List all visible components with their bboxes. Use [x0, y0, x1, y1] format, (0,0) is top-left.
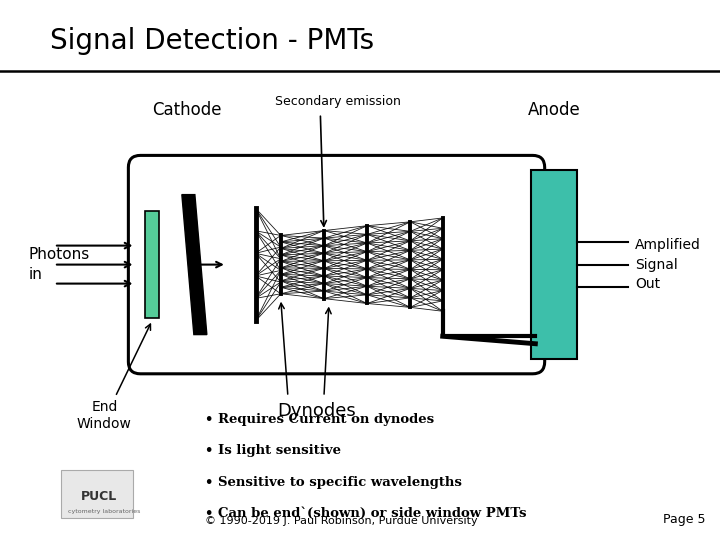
Text: • Can be end`(shown) or side window PMTs: • Can be end`(shown) or side window PMTs — [205, 507, 526, 520]
Bar — [145, 211, 159, 318]
Text: Page 5: Page 5 — [663, 514, 706, 526]
Text: • Is light sensitive: • Is light sensitive — [205, 444, 341, 457]
Text: Cathode: Cathode — [153, 101, 222, 119]
Text: • Sensitive to specific wavelengths: • Sensitive to specific wavelengths — [205, 476, 462, 489]
Text: Secondary emission: Secondary emission — [275, 95, 401, 108]
Text: PUCL: PUCL — [81, 490, 117, 503]
Text: © 1990-2019 J. Paul Robinson, Purdue University: © 1990-2019 J. Paul Robinson, Purdue Uni… — [205, 516, 478, 526]
Text: Photons
in: Photons in — [29, 247, 90, 282]
Bar — [531, 171, 577, 359]
Text: Anode: Anode — [528, 101, 580, 119]
Text: Dynodes: Dynodes — [277, 402, 356, 420]
Text: End
Window: End Window — [77, 400, 132, 431]
Text: cytometry laboratories: cytometry laboratories — [68, 509, 141, 514]
Text: Amplified
Signal
Out: Amplified Signal Out — [635, 238, 701, 291]
Bar — [61, 470, 133, 518]
Polygon shape — [182, 194, 207, 335]
Text: • Requires Current on dynodes: • Requires Current on dynodes — [205, 413, 434, 426]
Text: Signal Detection - PMTs: Signal Detection - PMTs — [50, 27, 374, 55]
